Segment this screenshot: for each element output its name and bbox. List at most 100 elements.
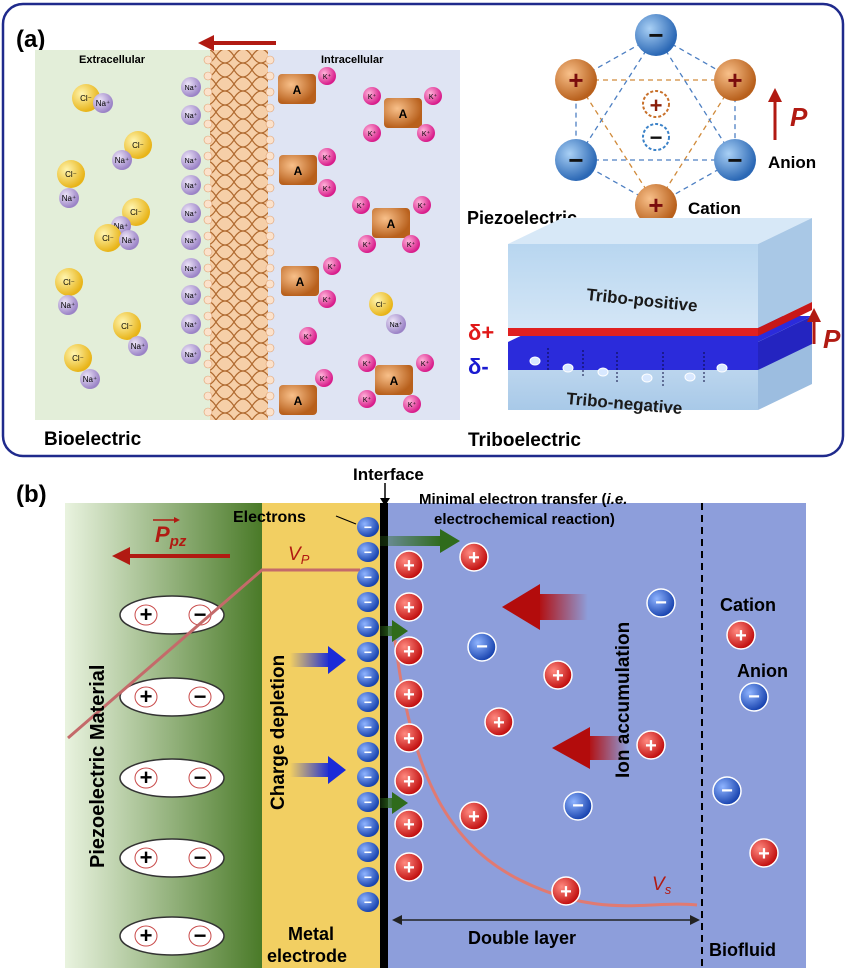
- k-ion-label: K⁺: [323, 73, 332, 81]
- vs-label: Vs: [652, 874, 672, 897]
- na-ion-label: Na⁺: [185, 237, 198, 245]
- svg-text:−: −: [364, 544, 372, 560]
- b-anion-label: Anion: [737, 661, 788, 681]
- piezo-cation: [714, 59, 756, 101]
- na-ion-label: Na⁺: [61, 301, 75, 310]
- double-layer-bracket-left: [392, 915, 402, 925]
- svg-text:+: +: [650, 93, 663, 118]
- na-ion-label: Na⁺: [131, 342, 145, 351]
- svg-text:+: +: [758, 843, 770, 865]
- electron-column: − − − − − − − − − − − − − − − −: [357, 517, 379, 912]
- svg-text:−: −: [648, 20, 663, 50]
- svg-text:−: −: [194, 765, 207, 790]
- tribo-electrons: [529, 356, 728, 383]
- svg-text:+: +: [403, 555, 415, 577]
- ion-accumulation-label: Ion accumulation: [613, 622, 634, 778]
- interface-label: Interface: [353, 465, 424, 484]
- k-ion-label: K⁺: [368, 93, 377, 101]
- svg-text:−: −: [364, 694, 372, 710]
- svg-text:+: +: [568, 65, 583, 95]
- svg-text:−: −: [194, 923, 207, 948]
- svg-text:+: +: [140, 602, 153, 627]
- electrons-label: Electrons: [233, 509, 306, 526]
- svg-text:−: −: [364, 769, 372, 785]
- tribo-field-arrows: [547, 348, 705, 386]
- k-ion-label: K⁺: [422, 130, 431, 138]
- na-ion-label: Na⁺: [185, 292, 198, 300]
- piezo-ions: − + + − − + + −: [555, 14, 756, 226]
- piezo-cation: [635, 184, 677, 226]
- svg-text:+: +: [140, 923, 153, 948]
- cl-ion-label: Cl⁻: [80, 94, 92, 103]
- na-ion-label: Na⁺: [185, 182, 198, 190]
- na-ion-label: Na⁺: [185, 84, 198, 92]
- na-ion-label: Na⁺: [185, 157, 198, 165]
- k-ion-label: K⁺: [363, 396, 372, 404]
- cation-label: Cation: [688, 199, 741, 218]
- svg-text:−: −: [476, 636, 488, 658]
- k-ion-label: K⁺: [368, 130, 377, 138]
- na-ion-label: Na⁺: [122, 236, 136, 245]
- svg-text:−: −: [364, 619, 372, 635]
- cl-ion-label: Cl⁻: [132, 141, 144, 150]
- piezo-center-anion: [642, 123, 670, 151]
- piezoelectric-caption: Piezoelectric: [467, 208, 577, 228]
- svg-text:−: −: [655, 592, 667, 614]
- svg-text:−: −: [568, 145, 583, 175]
- charge-depletion-arrows: [290, 646, 346, 784]
- piezoelectric-material-label: Piezoelectric Material: [87, 665, 109, 868]
- intracellular-cl-na: Cl⁻ Na⁺: [369, 292, 406, 334]
- anion-a-label: A: [294, 394, 303, 408]
- electron-transfer-arrows: [380, 529, 460, 814]
- cl-ion-label: Cl⁻: [376, 302, 387, 309]
- svg-text:−: −: [364, 844, 372, 860]
- fluid-anions: − − − − −: [467, 588, 769, 821]
- k-ion-label: K⁺: [357, 202, 366, 210]
- delta-plus-label: δ+: [468, 320, 494, 345]
- svg-text:−: −: [194, 845, 207, 870]
- electrode-label: electrode: [267, 946, 347, 966]
- svg-text:+: +: [648, 190, 663, 220]
- svg-text:+: +: [403, 684, 415, 706]
- ion-accumulation-arrows: [502, 584, 628, 769]
- extracellular-label: Extracellular: [79, 54, 146, 66]
- bioelectric-caption: Bioelectric: [44, 429, 142, 450]
- na-ion-label: Na⁺: [185, 321, 198, 329]
- ppz-vector-tip: [174, 517, 180, 523]
- cl-ion-label: Cl⁻: [65, 170, 77, 179]
- svg-text:−: −: [364, 894, 372, 910]
- svg-text:+: +: [468, 547, 480, 569]
- panel-a-label: (a): [16, 26, 45, 53]
- svg-text:+: +: [403, 814, 415, 836]
- membrane-flow-arrowhead: [198, 35, 214, 51]
- vp-curve: [67, 568, 360, 740]
- k-ions: K⁺ K⁺ K⁺ K⁺ K⁺ K⁺ K⁺ K⁺ K⁺ K⁺ K⁺ K⁺ K⁺ K…: [299, 67, 442, 413]
- anion-a-label: A: [294, 164, 303, 178]
- cl-ion-label: Cl⁻: [121, 322, 133, 331]
- vp-label: VP: [288, 544, 310, 567]
- cell-membrane: [210, 50, 268, 420]
- na-ion-label: Na⁺: [185, 112, 198, 120]
- k-ion-label: K⁺: [304, 333, 313, 341]
- k-ion-label: K⁺: [323, 154, 332, 162]
- svg-text:+: +: [468, 806, 480, 828]
- tribo-p-label: P: [823, 324, 841, 354]
- svg-text:+: +: [560, 881, 572, 903]
- na-ion-label: Na⁺: [96, 99, 110, 108]
- piezo-p-arrowhead: [768, 88, 782, 102]
- svg-text:+: +: [140, 765, 153, 790]
- svg-text:−: −: [572, 795, 584, 817]
- k-ion-label: K⁺: [421, 360, 430, 368]
- biofluid-label: Biofluid: [709, 940, 776, 960]
- anion-label: Anion: [768, 153, 816, 172]
- anion-a-label: A: [296, 275, 305, 289]
- tribo-top-block: [508, 218, 812, 336]
- double-layer-bracket-right: [690, 915, 700, 925]
- transfer-label-line2: electrochemical reaction): [434, 511, 615, 528]
- k-ion-label: K⁺: [323, 296, 332, 304]
- svg-text:−: −: [650, 125, 663, 150]
- electrons-pointer: [335, 515, 357, 525]
- svg-text:−: −: [364, 794, 372, 810]
- anion-a-label: A: [293, 83, 302, 97]
- ppz-arrowhead: [112, 547, 130, 565]
